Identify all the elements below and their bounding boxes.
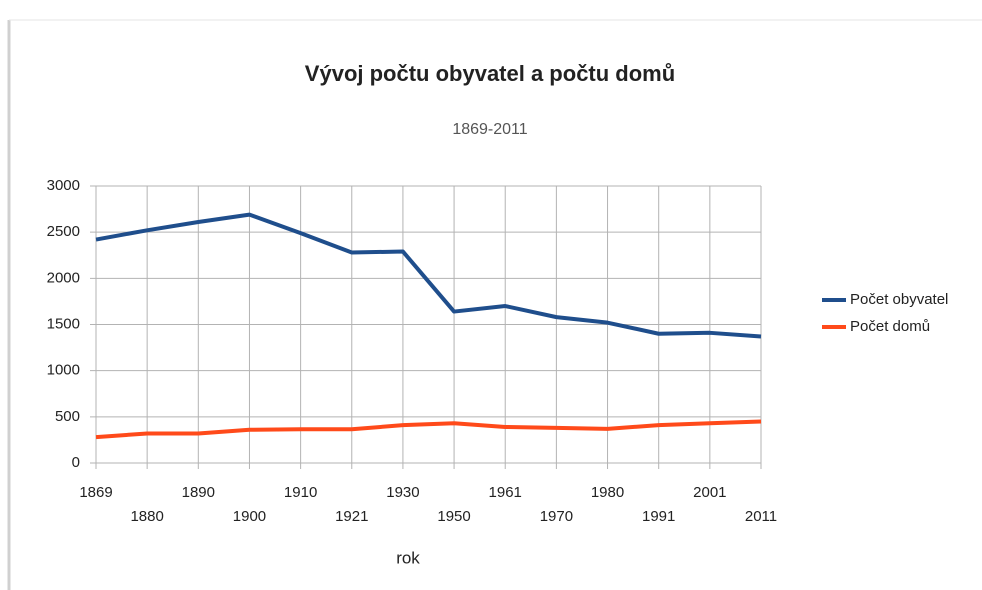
x-tick-label: 1869	[79, 484, 112, 501]
legend-label: Počet domů	[850, 318, 930, 335]
x-tick-label: 1970	[540, 508, 573, 525]
x-axis-label: rok	[396, 548, 420, 567]
x-tick-label: 2001	[693, 484, 726, 501]
series-line	[95, 419, 762, 440]
y-tick-label: 1500	[47, 315, 80, 332]
y-tick-label: 1000	[47, 362, 80, 379]
y-tick-label: 500	[55, 408, 80, 425]
x-tick-label: 1900	[233, 508, 266, 525]
y-tick-label: 0	[72, 454, 80, 471]
chart-subtitle: 1869-2011	[452, 121, 527, 138]
x-tick-label: 1921	[335, 508, 368, 525]
x-tick-label: 1910	[284, 484, 317, 501]
x-tick-label: 1950	[437, 508, 470, 525]
x-tick-label: 1991	[642, 508, 675, 525]
chart-title: Vývoj počtu obyvatel a počtu domů	[305, 61, 675, 86]
x-tick-label: 1980	[591, 484, 624, 501]
x-tick-label: 1880	[130, 508, 163, 525]
x-tick-label: 1930	[386, 484, 419, 501]
y-tick-label: 2000	[47, 269, 80, 286]
series-line	[95, 212, 762, 339]
y-tick-label: 3000	[47, 177, 80, 194]
legend-label: Počet obyvatel	[850, 291, 948, 308]
x-tick-label: 1961	[489, 484, 522, 501]
x-tick-label: 2011	[745, 508, 777, 525]
y-tick-label: 2500	[47, 223, 80, 240]
x-tick-label: 1890	[182, 484, 215, 501]
